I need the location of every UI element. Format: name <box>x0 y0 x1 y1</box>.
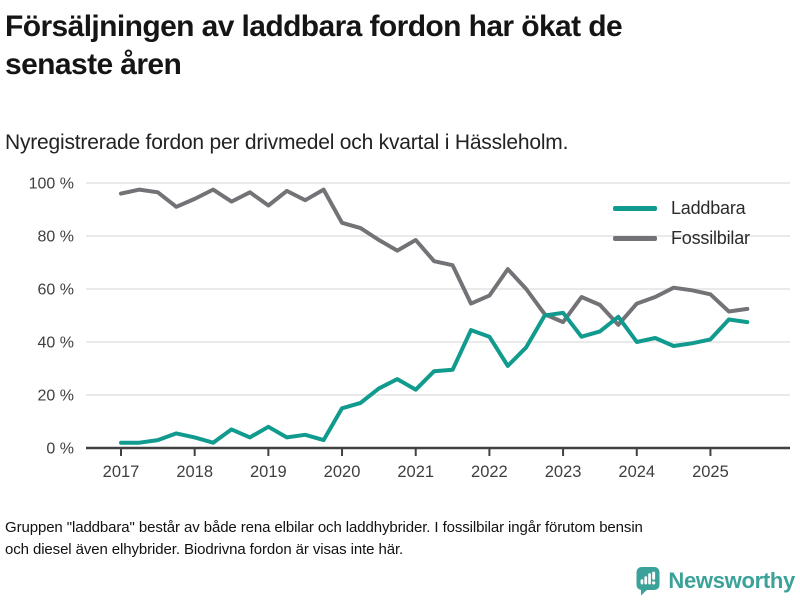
x-tick-label-2020: 2020 <box>324 463 361 481</box>
y-tick-label-40: 40 % <box>38 335 74 352</box>
x-tick-label-2021: 2021 <box>397 463 434 481</box>
page-title: Försäljningen av laddbara fordon har öka… <box>5 8 795 84</box>
y-tick-label-100: 100 % <box>29 176 74 193</box>
legend-item-fossilbilar: Fossilbilar <box>613 228 750 249</box>
y-tick-label-60: 60 % <box>38 282 74 299</box>
logo-wordmark: Newsworthy <box>668 568 795 593</box>
newsworthy-chart-bubble-icon <box>636 567 660 596</box>
x-tick-label-2022: 2022 <box>471 463 508 481</box>
y-tick-label-0: 0 % <box>46 441 74 458</box>
x-tick-label-2017: 2017 <box>103 463 140 481</box>
laddbara-line-swatch <box>613 206 657 211</box>
title-line-1: Försäljningen av laddbara fordon har öka… <box>5 10 623 43</box>
fossilbilar-line-swatch <box>613 236 657 241</box>
x-tick-label-2024: 2024 <box>618 463 655 481</box>
footnote-line-2: och diesel även elhybrider. Biodrivna fo… <box>5 541 404 558</box>
data-line-fossilbilar <box>119 187 750 327</box>
x-tick-label-2023: 2023 <box>545 463 582 481</box>
chart-legend: Laddbara Fossilbilar <box>613 198 750 249</box>
footnote-line-1: Gruppen "laddbara" består av både rena e… <box>5 519 643 536</box>
newsworthy-logo: Newsworthy <box>636 566 795 596</box>
legend-label-fossilbilar: Fossilbilar <box>671 228 750 248</box>
title-line-2: senaste åren <box>5 48 182 81</box>
footnote: Gruppen "laddbara" består av både rena e… <box>5 517 785 561</box>
x-tick-label-2019: 2019 <box>250 463 287 481</box>
y-tick-label-20: 20 % <box>38 388 74 405</box>
y-tick-label-80: 80 % <box>38 229 74 246</box>
data-line-laddbara <box>119 310 750 445</box>
legend-item-laddbara: Laddbara <box>613 198 750 219</box>
chart-canvas: 0 % 20 % 40 % 60 % 80 % 100 % 2017 2018 2019 2020… <box>29 176 790 481</box>
legend-label-laddbara: Laddbara <box>671 198 746 218</box>
x-tick-label-2025: 2025 <box>692 463 729 481</box>
line-chart: 0 % 20 % 40 % 60 % 80 % 100 % 2017 2018 2019 2020… <box>0 170 800 505</box>
x-tick-label-2018: 2018 <box>176 463 213 481</box>
chart-subtitle: Nyregistrerade fordon per drivmedel och … <box>5 131 569 154</box>
